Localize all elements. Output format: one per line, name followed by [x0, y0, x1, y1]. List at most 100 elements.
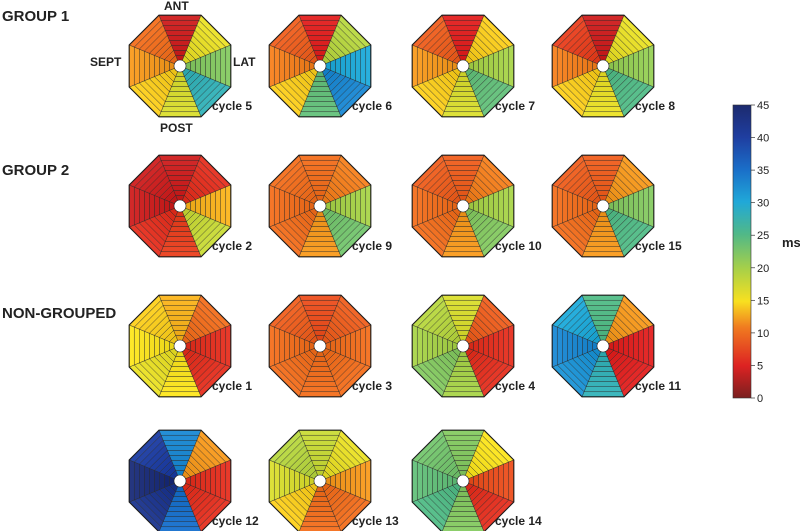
bullseye-segment [273, 186, 280, 226]
bullseye-segment [452, 180, 474, 186]
bullseye-segment [298, 294, 342, 301]
bullseye-segment [304, 30, 336, 36]
bullseye-outline [128, 154, 232, 258]
bullseye-segment [304, 511, 336, 517]
bullseye-segment [452, 455, 474, 461]
bullseye-segment [508, 184, 515, 228]
bullseye-segment [441, 251, 485, 258]
bullseye-segment [585, 241, 621, 247]
bullseye-segment [594, 185, 612, 191]
bullseye-segment [273, 46, 280, 86]
bullseye-segment [311, 325, 329, 331]
bullseye-segment [365, 184, 372, 228]
bullseye-segment [158, 429, 202, 436]
bullseye-segment [164, 30, 196, 36]
bullseye-center [313, 199, 327, 213]
bullseye-segment [443, 159, 483, 166]
bullseye-segment [441, 391, 485, 398]
bullseye-segment [628, 192, 634, 220]
bullseye-segment [583, 386, 623, 393]
bullseye-segment [210, 465, 216, 497]
bullseye-segment [198, 499, 232, 531]
bullseye-segment [623, 335, 629, 357]
bullseye-center [456, 474, 470, 488]
bullseye-segment [154, 195, 160, 217]
bullseye-segment [583, 246, 623, 253]
bullseye-segment [592, 40, 614, 46]
bullseye-segment [581, 391, 625, 398]
bullseye-segment [162, 305, 198, 311]
bullseye-segment [592, 226, 614, 232]
bullseye-segment [488, 52, 494, 80]
bullseye-segment [144, 190, 150, 222]
group-1-label: GROUP 1 [2, 8, 70, 25]
bullseye-segment [171, 81, 189, 87]
bullseye-segment [166, 175, 194, 181]
bullseye-segment [582, 57, 588, 75]
bullseye-segment [304, 96, 336, 102]
bullseye-segment [300, 521, 340, 528]
bullseye-segment [572, 192, 578, 220]
bullseye-segment [166, 315, 194, 321]
bullseye-segment [311, 45, 329, 51]
bullseye-segment [587, 376, 619, 382]
bullseye-segment [195, 472, 201, 490]
bullseye-segment [159, 197, 165, 215]
bullseye-segment [445, 440, 481, 446]
bullseye-segment [300, 19, 340, 26]
cycle-label: cycle 2 [212, 239, 252, 253]
bullseye-segment [454, 221, 472, 227]
bullseye-segment [345, 467, 351, 495]
bullseye-segment [628, 52, 634, 80]
bullseye-segment [411, 459, 418, 503]
bullseye-segment [304, 376, 336, 382]
bullseye-segment [299, 472, 305, 490]
bullseye-segment [583, 159, 623, 166]
colorbar-tick-label: 45 [757, 100, 769, 112]
bullseye-segment [508, 459, 515, 503]
bullseye-segment [139, 188, 145, 224]
bullseye-segment [279, 328, 285, 364]
bullseye-segment [133, 46, 140, 86]
bullseye-segment [432, 332, 438, 360]
bullseye-segment [164, 511, 196, 517]
bullseye-map: cycle 7 [411, 14, 535, 118]
bullseye-segment [273, 326, 280, 366]
bullseye-map: cycle 8 [551, 14, 675, 118]
bullseye-segment [164, 445, 196, 451]
bullseye-maps: cycle 5 cycle 6 cycle 7 cycle 8 cycle 2 cycle… [128, 14, 682, 531]
bullseye-segment [447, 30, 479, 36]
bullseye-segment [623, 55, 629, 77]
bullseye-segment [304, 310, 336, 316]
bullseye-segment [583, 19, 623, 26]
bullseye-segment [335, 472, 341, 490]
bullseye-segment [445, 241, 481, 247]
bullseye-segment [309, 501, 331, 507]
bullseye-map: cycle 2 [128, 154, 252, 258]
bullseye-segment [445, 305, 481, 311]
bullseye-segment [441, 14, 485, 21]
bullseye-segment [311, 496, 329, 502]
bullseye-segment [166, 91, 194, 97]
bullseye-segment [268, 324, 275, 368]
bullseye-outline [551, 14, 655, 118]
bullseye-segment [422, 328, 428, 364]
bullseye-segment [618, 337, 624, 355]
bullseye-segment [289, 52, 295, 80]
bullseye-segment [215, 463, 221, 499]
bullseye-segment [159, 57, 165, 75]
bullseye-segment [442, 472, 448, 490]
bullseye-segment [309, 366, 331, 372]
bullseye-map: cycle 15 [551, 154, 682, 258]
bullseye-segment [589, 91, 617, 97]
bullseye-segment [443, 521, 483, 528]
bullseye-segment [422, 48, 428, 84]
bullseye-segment [205, 52, 211, 80]
bullseye-segment [133, 186, 140, 226]
bullseye-segment [289, 192, 295, 220]
bullseye-segment [452, 366, 474, 372]
bullseye-segment [164, 376, 196, 382]
bullseye-segment [162, 516, 198, 522]
bullseye-segment [443, 246, 483, 253]
bullseye-segment [452, 501, 474, 507]
